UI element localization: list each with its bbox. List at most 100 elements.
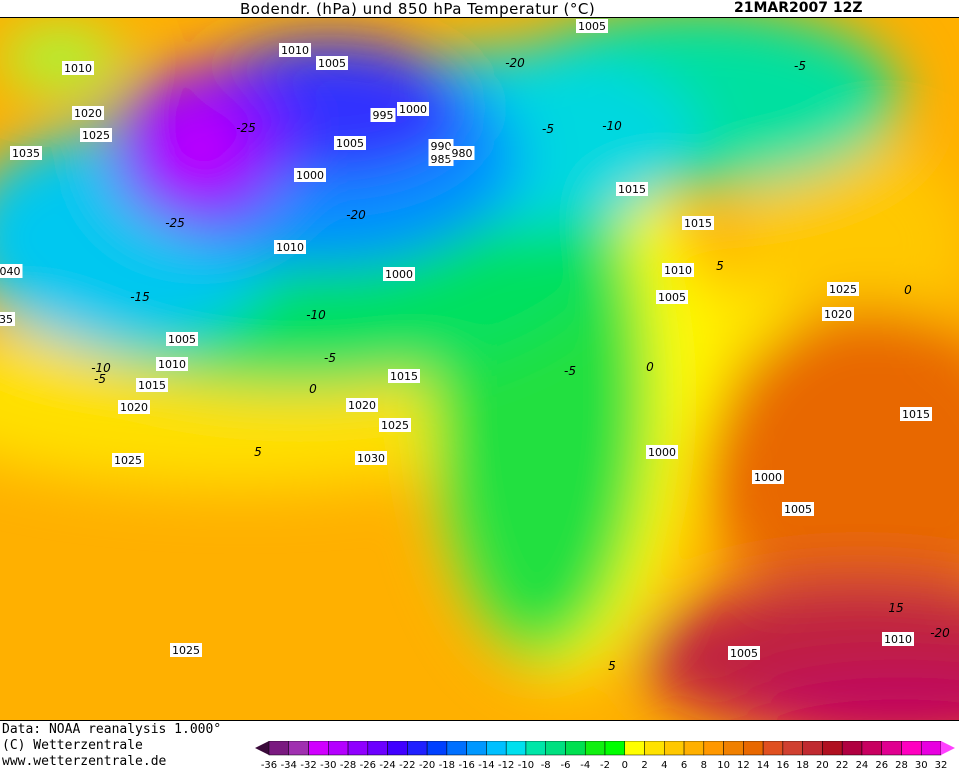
colorbar-tick-label: -26 [360,760,376,770]
colorbar-tick-label: -14 [478,760,494,770]
map-date: 21MAR2007 12Z [734,0,863,16]
isobar-label-box [682,216,714,230]
isobar-label: 1005 [336,137,364,150]
isobar-label: 1000 [754,471,782,484]
isobar-label: 1000 [385,268,413,281]
colorbar-segment [288,741,309,756]
isobar-label: 1020 [348,399,376,412]
isotherm-label: -5 [564,364,576,378]
isobar-label-box [0,264,23,278]
colorbar-segment [604,741,626,756]
colorbar-segment [861,741,882,756]
colorbar-segment [367,741,388,756]
isobar-label: 1010 [281,44,309,57]
isotherm-label: 5 [608,659,616,673]
isobar-label-box [346,398,378,412]
colorbar-segment [920,741,942,756]
isobar-label-box [656,290,688,304]
colorbar-segment [525,741,546,756]
isobar-label: 1015 [618,183,646,196]
isobar-label-box [782,502,814,516]
colorbar-segment [683,741,705,756]
isobar-label: 1025 [172,644,200,657]
colorbar-tick-label: 30 [915,760,928,770]
isobar-label: 1000 [399,103,427,116]
colorbar-segment [466,741,487,756]
colorbar-tick-label: -10 [518,760,534,770]
website-url: www.wetterzentrale.de [2,754,167,769]
colorbar-tick-label: 28 [895,760,908,770]
isotherm-label: -5 [324,351,336,365]
isobar-label-box [370,108,396,122]
isobar-label: 1005 [168,333,196,346]
isobar-label: 1010 [276,241,304,254]
isobar-label: 1000 [296,169,324,182]
data-source: Data: NOAA reanalysis 1.000° [2,722,222,737]
colorbar-segment [584,741,606,756]
isobar-label-box [383,267,415,281]
isobar-label-box [646,445,678,459]
colorbar-tick-label: 16 [777,760,790,770]
colorbar-segment [407,741,428,756]
colorbar-tick-label: 14 [757,760,770,770]
isobar-label: 35 [0,313,13,326]
colorbar-tick-label: 26 [875,760,888,770]
colorbar-above-arrow [941,741,955,755]
isotherm-label: -20 [505,56,525,70]
colorbar-tick-label: -34 [281,760,297,770]
colorbar-segment [743,741,764,756]
colorbar-tick-label: -22 [399,760,415,770]
isobar-label: 1010 [884,633,912,646]
isotherm-label: -5 [94,372,106,386]
isobar-label: 1005 [578,20,606,33]
colorbar-segment [703,741,724,756]
map-title: Bodendr. (hPa) und 850 hPa Temperatur (°… [240,0,596,18]
contour-labels: 1005 1010 1005 1010 1020 1025 995 1000 1005 99098… [0,19,950,673]
colorbar-tick-label: 4 [661,760,667,770]
isobar-label: 1010 [664,264,692,277]
isobar-label: 040 [0,265,21,278]
colorbar-segment [782,741,803,756]
isobar-label: 995 [373,109,394,122]
colorbar-segment [822,741,843,756]
isotherm-label: -20 [346,208,366,222]
isotherm-label: -5 [794,59,806,73]
isobar-label-box [576,19,608,33]
isobar-label: 1015 [138,379,166,392]
colorbar-tick-label: 6 [681,760,687,770]
isobar-label: 1025 [381,419,409,432]
colorbar-segment [762,741,784,756]
isobar-label-box [822,307,854,321]
isobar-label-box [428,139,454,153]
weather-map: 1005 1010 1005 1010 1020 1025 995 1000 1005 99098… [0,17,959,721]
isobar-label-box [752,470,784,484]
isobar-label-box [136,378,168,392]
colorbar-tick-label: 10 [717,760,730,770]
colorbar-tick-label: -32 [300,760,316,770]
isobar-label-box [170,643,202,657]
isobar-label-box [334,136,366,150]
isobar-label: 1005 [730,647,758,660]
isobar-label-box [397,102,429,116]
colorbar-tick-label: -30 [320,760,336,770]
isobar-label-box [728,646,760,660]
colorbar-tick-label: -20 [419,760,435,770]
isotherm-label: 0 [904,283,912,297]
colorbar-segment [505,741,527,756]
isotherm-label: 5 [254,445,262,459]
isobar-label-box [80,128,112,142]
isobar-label-box [882,632,914,646]
colorbar-tick-label: 12 [737,760,750,770]
isotherm-label: -25 [165,216,185,230]
colorbar-tick-label: 2 [641,760,647,770]
colorbar-segment [802,741,823,756]
isobar-label: 1025 [829,283,857,296]
isobar-label: 1005 [318,57,346,70]
isotherm-label: -10 [91,361,111,375]
colorbar-segment [664,741,685,756]
isobar-label-box [662,263,694,277]
colorbar-segment [387,741,408,756]
isobar-label: 1025 [82,129,110,142]
isobar-label: 1010 [64,62,92,75]
isobar-label-box [827,282,859,296]
